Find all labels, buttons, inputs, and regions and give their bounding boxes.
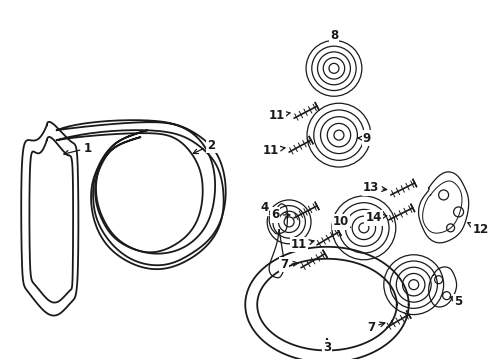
Text: 4: 4 [260, 201, 273, 215]
Text: 5: 5 [449, 295, 462, 308]
Text: 1: 1 [64, 141, 92, 155]
Text: 3: 3 [322, 339, 330, 354]
Text: 14: 14 [365, 211, 386, 224]
Text: 13: 13 [362, 181, 386, 194]
Text: 9: 9 [357, 132, 370, 145]
Text: 12: 12 [467, 222, 488, 237]
Text: 6: 6 [270, 208, 289, 221]
Text: 7: 7 [366, 321, 384, 334]
Text: 10: 10 [332, 215, 349, 228]
Text: 11: 11 [263, 144, 285, 157]
Text: 8: 8 [329, 29, 337, 42]
Text: 11: 11 [290, 238, 313, 251]
Text: 2: 2 [193, 139, 215, 154]
Text: 11: 11 [268, 109, 289, 122]
Text: 7: 7 [280, 258, 297, 271]
